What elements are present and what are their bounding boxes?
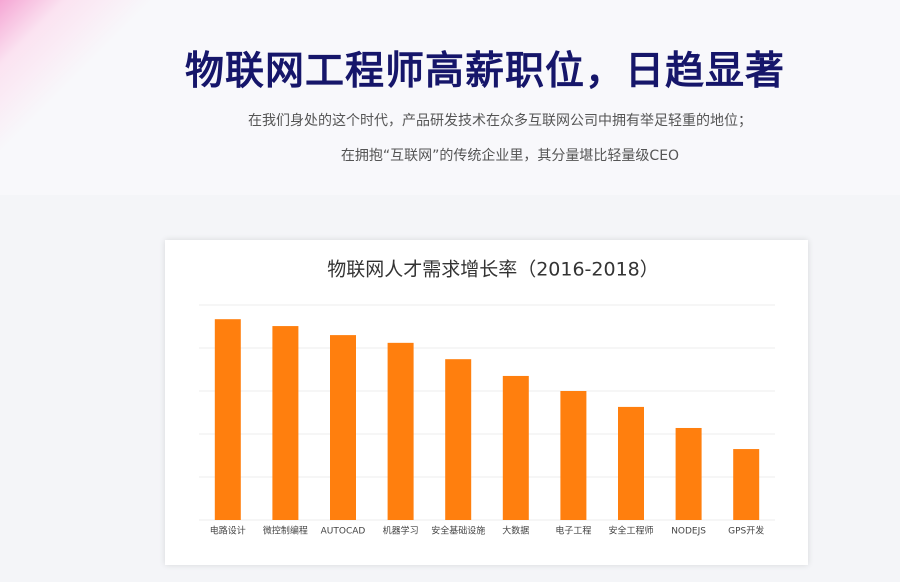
- x-tick-label: 电子工程: [555, 525, 591, 537]
- bar: [214, 319, 241, 520]
- bar: [618, 406, 644, 520]
- x-tick-label: GPS开发: [728, 525, 764, 537]
- header-line: 在我们身处的这个时代，产品研发技术在众多互联网公司中拥有举足轻重的地位；: [248, 113, 752, 129]
- bar: [272, 326, 299, 520]
- header-title: 物联网工程师高薪职位，日趋显著: [184, 49, 785, 94]
- x-tick-label: 电路设计: [210, 525, 246, 537]
- header-line: 在拥抱“互联网”的传统企业里，其分量堪比轻量级CEO: [340, 148, 680, 164]
- bar: [502, 375, 529, 520]
- bar: [675, 427, 702, 520]
- x-tick-label: AUTOCAD: [321, 527, 366, 537]
- x-tick-label: 机器学习: [383, 525, 419, 537]
- bar: [560, 391, 587, 520]
- chart-title: 物联网人才需求增长率（2016-2018）: [327, 259, 659, 281]
- bar: [387, 342, 414, 520]
- bar: [445, 359, 472, 520]
- header: 物联网工程师高薪职位，日趋显著 在我们身处的这个时代，产品研发技术在众多互联网公…: [0, 0, 900, 195]
- bar: [330, 335, 356, 520]
- x-tick-label: 微控制编程: [263, 525, 308, 537]
- x-tick-label: 安全基础设施: [431, 525, 485, 537]
- bar: [733, 449, 760, 520]
- x-tick-label: NODEJS: [671, 527, 706, 537]
- x-tick-label: 大数据: [502, 525, 529, 537]
- x-tick-label: 安全工程师: [608, 525, 653, 537]
